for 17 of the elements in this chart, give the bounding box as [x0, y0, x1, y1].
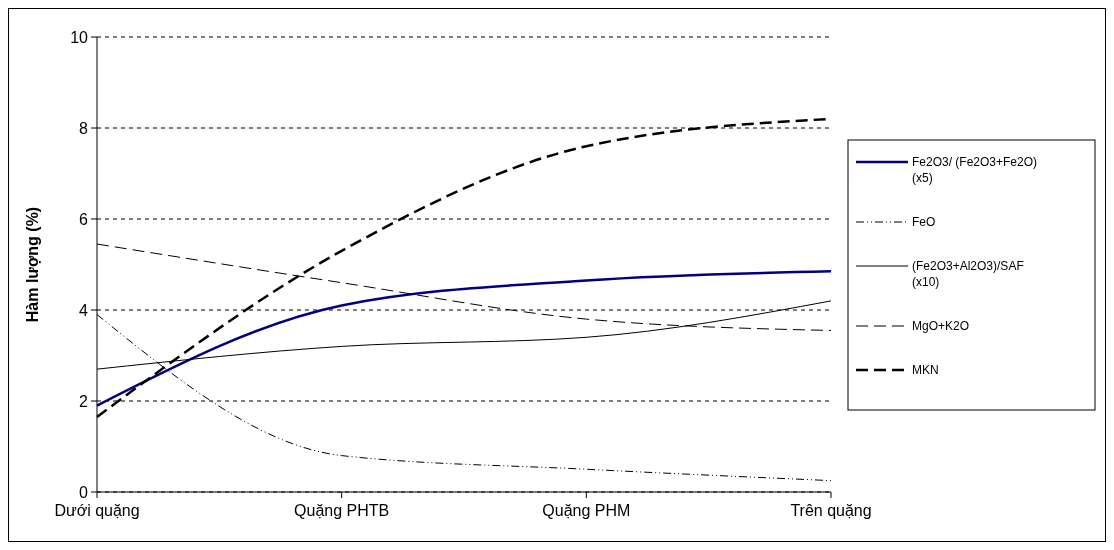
x-tick-label: Trên quặng	[790, 502, 872, 519]
legend-label: Fe2O3/ (Fe2O3+Fe2O) (x5)	[912, 155, 1038, 185]
y-tick-label: 6	[79, 210, 89, 228]
legend-label: FeO	[912, 215, 936, 229]
x-tick-label: Quặng PHM	[542, 502, 631, 519]
y-tick-label: 8	[79, 119, 89, 137]
y-tick-label: 0	[79, 483, 89, 501]
x-tick-label: Dưới quặng	[54, 502, 140, 519]
y-tick-label: 2	[79, 392, 89, 410]
y-tick-label: 10	[70, 28, 89, 46]
legend-label: (Fe2O3+Al2O3)/SAF (x10)	[912, 259, 1024, 289]
legend-label: MgO+K2O	[912, 319, 970, 333]
x-tick-label: Quặng PHTB	[294, 502, 390, 519]
y-tick-label: 4	[79, 301, 89, 319]
line-series	[95, 270, 833, 407]
legend-label: MKN	[912, 363, 939, 377]
y-axis-title: Hàm lượng (%)	[24, 206, 41, 323]
